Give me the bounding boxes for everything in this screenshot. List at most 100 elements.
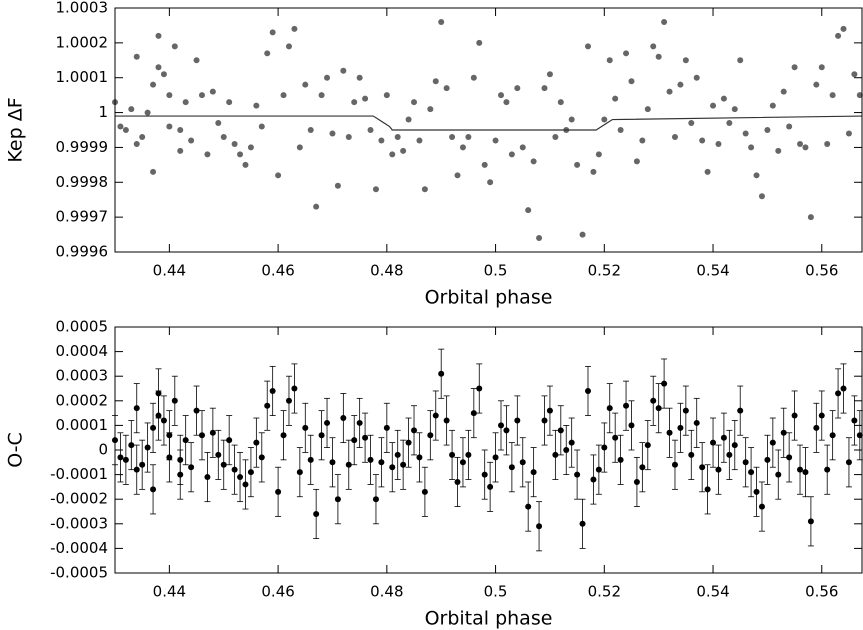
data-point (563, 447, 570, 453)
data-point (209, 429, 216, 436)
error-point (671, 439, 678, 490)
data-point (633, 478, 640, 485)
data-point (313, 203, 320, 210)
data-point (416, 137, 423, 144)
data-point (579, 520, 586, 527)
data-point (677, 81, 684, 88)
data-point (623, 402, 630, 409)
data-point (568, 439, 575, 446)
data-point (324, 419, 331, 426)
data-point (264, 402, 271, 409)
data-point (786, 123, 793, 130)
data-point (389, 464, 396, 471)
data-point (340, 415, 347, 422)
data-point (536, 523, 543, 530)
data-point (742, 459, 749, 466)
error-point (503, 405, 510, 456)
data-point (661, 380, 668, 387)
plot-frame (114, 326, 863, 574)
error-point (606, 383, 613, 434)
y-tick-label: 0.9997 (56, 208, 109, 226)
data-point (324, 74, 331, 81)
data-point (519, 144, 526, 151)
data-point (514, 417, 521, 424)
data-point (536, 235, 543, 242)
data-point (291, 385, 298, 392)
data-point (188, 464, 195, 471)
data-point (546, 407, 553, 414)
y-tick-label: 0.9996 (56, 243, 109, 261)
data-point (612, 95, 619, 102)
data-point (454, 172, 461, 179)
data-point (269, 29, 276, 36)
error-point (753, 466, 760, 517)
x-tick-label: 0.48 (370, 583, 403, 601)
data-point (253, 102, 260, 109)
data-point (421, 186, 428, 193)
data-point (182, 437, 189, 444)
data-point (764, 456, 771, 463)
error-point (829, 410, 836, 461)
data-point (807, 518, 814, 525)
data-point (220, 133, 227, 140)
data-point (449, 133, 456, 140)
error-point (552, 429, 559, 480)
data-point (427, 106, 434, 113)
data-point (128, 106, 135, 113)
data-point (237, 474, 244, 481)
data-point (383, 92, 390, 99)
data-point (508, 464, 515, 471)
data-point (481, 471, 488, 478)
data-point (677, 424, 684, 431)
error-point (612, 412, 619, 463)
data-point (574, 161, 581, 168)
error-point (769, 417, 776, 468)
x-tick-label: 0.56 (805, 583, 838, 601)
y-tick-label: -0.0002 (50, 490, 108, 508)
error-point (682, 385, 689, 436)
data-point (840, 385, 847, 392)
data-point (133, 53, 140, 60)
x-tick-label: 0.52 (588, 583, 621, 601)
data-point (666, 429, 673, 436)
data-point (710, 102, 717, 109)
error-point (226, 415, 233, 466)
data-point (177, 456, 184, 463)
data-point (807, 214, 814, 221)
data-point (546, 71, 553, 78)
data-point (764, 127, 771, 133)
data-point (481, 161, 488, 168)
data-point (318, 432, 325, 439)
error-point (443, 395, 450, 446)
data-point (791, 64, 798, 71)
data-point (117, 123, 124, 130)
error-point (204, 452, 211, 503)
data-point (835, 390, 842, 397)
error-point (563, 424, 570, 476)
data-point (737, 57, 744, 64)
data-point (334, 496, 341, 503)
error-point (650, 375, 657, 426)
data-point (421, 488, 428, 495)
error-point (845, 437, 852, 488)
data-point (693, 74, 700, 81)
y-tick-label: 0.0004 (56, 342, 109, 360)
data-point (362, 95, 369, 102)
data-point (682, 57, 689, 64)
data-point (552, 133, 559, 140)
data-point (655, 405, 662, 412)
data-point (699, 137, 706, 144)
data-point (367, 127, 374, 133)
data-point (285, 43, 292, 50)
error-point (133, 383, 140, 434)
error-point (383, 402, 390, 453)
data-point (671, 133, 678, 140)
data-point (226, 99, 233, 106)
error-point (726, 429, 733, 480)
error-point (715, 444, 722, 495)
error-point (508, 442, 515, 493)
data-point (595, 466, 602, 473)
data-point (541, 417, 548, 424)
data-point (726, 451, 733, 458)
